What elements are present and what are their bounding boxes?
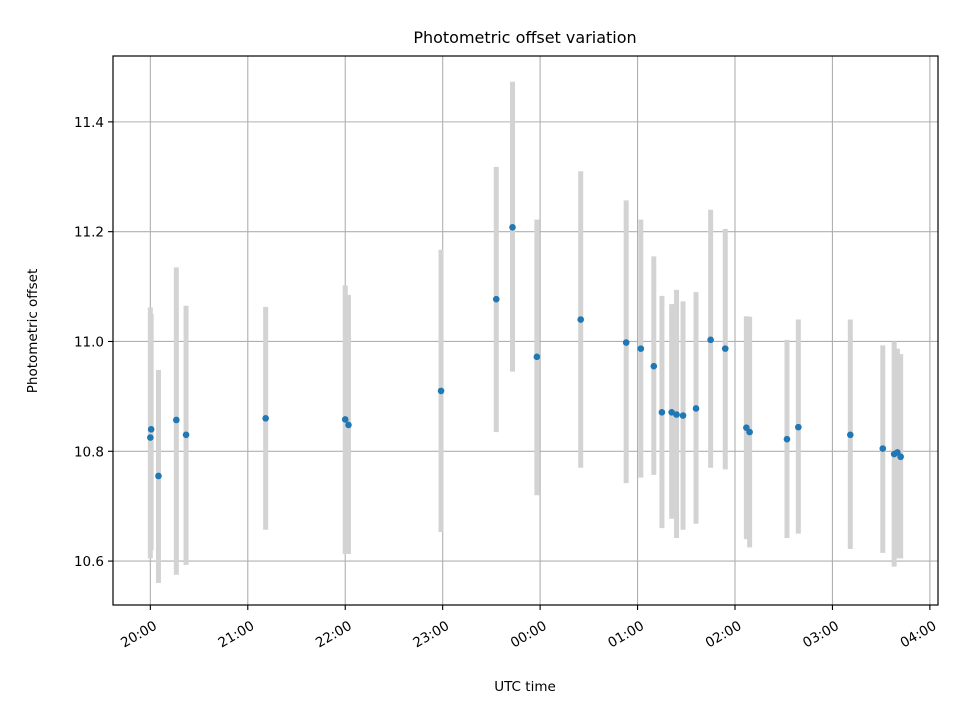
data-point (173, 416, 180, 424)
data-point (847, 431, 854, 439)
grid-lines (113, 56, 938, 605)
data-point (673, 411, 680, 418)
data-point (182, 431, 190, 439)
y-tick-label: 11.0 (74, 334, 104, 350)
data-point (650, 362, 658, 370)
data-point (533, 353, 541, 361)
x-tick-label: 00:00 (508, 618, 550, 651)
data-point (262, 415, 269, 422)
data-point (795, 423, 802, 431)
data-point (637, 345, 645, 352)
data-point (721, 345, 729, 352)
y-axis-label: Photometric offset (25, 269, 41, 393)
data-point (746, 428, 753, 436)
y-tick-label: 10.6 (74, 554, 104, 570)
y-tick-label: 10.8 (74, 444, 104, 460)
y-tick-label: 11.2 (74, 225, 104, 241)
data-point (622, 339, 630, 346)
data-point (658, 409, 666, 416)
x-tick-label: 03:00 (800, 618, 842, 651)
x-tick-label: 21:00 (215, 618, 257, 651)
data-point (707, 336, 714, 344)
data-point (692, 405, 700, 412)
data-point (879, 445, 887, 452)
data-point (345, 421, 352, 429)
x-tick-label: 01:00 (605, 618, 647, 651)
y-axis-ticks: 10.6 10.8 11.0 11.2 11.4 (74, 115, 113, 570)
data-point (155, 472, 162, 480)
data-point (341, 416, 349, 423)
data-points (147, 223, 904, 480)
x-axis-ticks: 20:00 21:00 22:00 23:00 00:00 01:00 02:00 03:00… (118, 605, 939, 651)
data-point (492, 295, 500, 303)
data-point (577, 316, 585, 323)
data-point (147, 434, 154, 441)
plot-frame (112, 55, 939, 606)
data-point (783, 435, 791, 443)
data-point (897, 453, 904, 461)
x-axis-label: UTC time (494, 679, 556, 695)
data-point (437, 387, 445, 395)
x-tick-label: 04:00 (898, 618, 940, 651)
chart-title: Photometric offset variation (413, 28, 636, 47)
data-point (679, 412, 687, 419)
x-tick-label: 20:00 (118, 618, 160, 651)
x-tick-label: 22:00 (313, 618, 355, 651)
error-bars (147, 81, 904, 584)
y-tick-label: 11.4 (74, 115, 104, 131)
data-point (509, 223, 516, 231)
data-point (147, 426, 155, 433)
x-tick-label: 02:00 (703, 618, 745, 651)
x-tick-label: 23:00 (410, 618, 452, 651)
